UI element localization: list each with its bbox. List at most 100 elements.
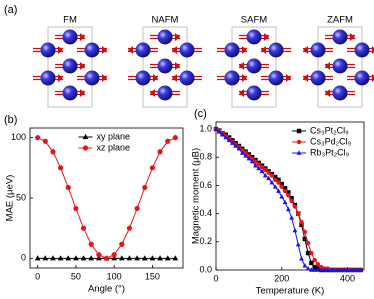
data-point [279,194,285,199]
x-tick-label: 200 [274,273,289,283]
data-point [259,168,265,174]
data-point [88,241,94,247]
data-point [276,188,281,193]
data-point [42,138,48,144]
y-tick-label: 0.6 [199,180,212,190]
data-point [249,156,255,161]
arrow-head [80,33,85,41]
data-point [331,267,337,272]
data-point [318,267,324,272]
y-axis-label: MAE (μeV) [5,175,16,222]
data-point [279,184,284,190]
atom [135,70,151,86]
data-point [88,255,95,261]
arrow-head [80,62,85,70]
x-tick-label: 100 [107,271,122,281]
data-point [80,255,87,261]
data-point [282,199,288,205]
arrow-head [153,74,158,82]
config-label: ZAFM [327,15,353,26]
data-point [273,177,278,182]
data-point [253,163,258,168]
data-point [325,267,331,272]
unit-cell [142,26,188,108]
data-point [299,222,304,228]
legend-label: xy plane [97,131,131,141]
data-point [134,205,140,212]
atom [224,42,240,58]
panel-label: (b) [4,114,17,126]
data-point [345,267,350,272]
data-point [111,255,118,261]
data-point [50,149,56,155]
legend-label: Cs₃Pd₂Cl₉ [310,136,352,146]
y-tick-label: 1.0 [199,123,212,133]
data-point [73,255,79,261]
data-point [65,184,71,191]
y-tick-label: 100 [11,132,26,142]
data-point [73,205,79,212]
data-point [141,255,148,261]
data-point [164,255,171,261]
spin-diagram: FM NAFM SAFM ZAFM [33,15,374,108]
atom [135,42,151,58]
atom [157,29,173,45]
data-point [236,146,242,151]
series-line [37,137,176,259]
data-point [80,225,87,231]
atom [84,70,100,86]
data-point [256,165,262,171]
data-point [230,140,235,145]
data-point [279,181,284,187]
arrow-head [172,74,177,82]
arrow-head [58,74,63,82]
data-point [302,236,307,242]
data-point [119,241,125,247]
data-point [335,267,341,272]
atom [310,70,326,86]
data-point [358,267,364,272]
data-point [256,162,261,167]
data-point [312,257,317,263]
data-point [262,172,268,178]
data-point [149,165,155,171]
atom [40,70,56,86]
data-point [289,215,295,220]
x-tick-label: 150 [145,271,160,281]
arrow-head [175,33,180,41]
data-point [286,193,291,198]
data-point [299,256,304,261]
arrow-head [172,46,177,54]
arrow-head [80,89,85,97]
legend-marker [296,128,302,134]
atom [268,42,284,58]
arrow-head [242,74,247,82]
x-tick-label: 50 [71,271,81,281]
atom [84,42,100,58]
unit-cell [47,26,93,108]
unit-cell [231,26,277,108]
data-point [50,255,56,261]
data-point [243,153,249,158]
data-point [305,241,311,246]
data-point [315,267,321,272]
data-point [312,267,318,272]
data-point [266,170,271,175]
data-point [157,255,163,261]
legend-marker [82,145,89,151]
data-point [296,211,301,216]
atom [179,70,195,86]
data-point [95,255,102,261]
arrow-head [102,74,107,82]
config-label: NAFM [152,15,179,26]
data-point [272,184,278,189]
legend-label: Rb₃Pt₂Cl₉ [310,147,350,157]
data-point [216,129,222,134]
y-tick-label: 0.8 [199,152,212,162]
atom [268,70,284,86]
atom [354,42,370,58]
data-point [103,255,110,261]
plot-frame [215,121,365,271]
data-point [233,143,239,148]
atom [332,85,348,101]
